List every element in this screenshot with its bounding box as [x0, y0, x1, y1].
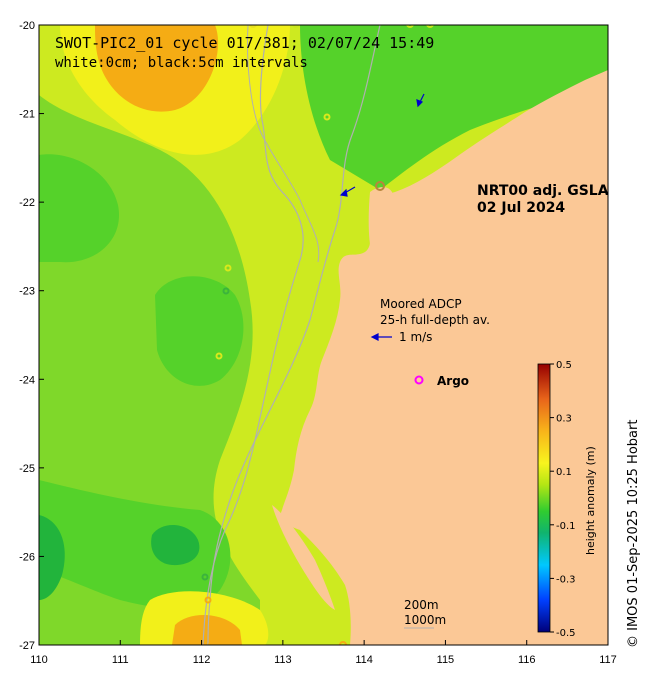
lat-tick-label: -25 — [19, 463, 35, 475]
lat-tick-label: -26 — [19, 551, 35, 563]
product-name: NRT00 adj. GSLA — [477, 183, 609, 199]
isobath-extra — [247, 25, 320, 263]
contour-label-1000m: 1000m — [404, 613, 446, 627]
argo-float — [222, 287, 230, 295]
map-frame — [38, 24, 609, 646]
anomaly-darkgreen-region-2 — [151, 524, 200, 566]
adcp-vectors — [339, 93, 425, 197]
map-plot-area — [39, 25, 608, 645]
lon-tick-label: 115 — [437, 654, 455, 666]
lat-tick-label: -23 — [19, 286, 35, 298]
argo-legend-marker — [414, 375, 424, 385]
adcp-legend-line-1: Moored ADCP — [380, 297, 462, 311]
contour-label-200m: 200m — [404, 598, 439, 612]
argo-legend-label: Argo — [437, 374, 469, 388]
anomaly-green-band-north — [300, 25, 608, 190]
copyright-notice: © IMOS 01-Sep-2025 10:25 Hobart — [626, 420, 641, 648]
colorbar-tick-label: 0.1 — [556, 467, 572, 478]
lat-tick-label: -22 — [19, 197, 35, 209]
argo-float — [249, 25, 257, 28]
colorbar-tick-label: -0.1 — [556, 521, 576, 532]
colorbar-tick-label: -0.5 — [556, 628, 576, 639]
colorbar-tick-label: 0.5 — [556, 360, 572, 371]
lat-tick-label: -24 — [19, 374, 35, 386]
product-date: 02 Jul 2024 — [477, 200, 565, 216]
land-shark-bay-peninsula — [272, 505, 335, 610]
lon-tick-label: 113 — [274, 654, 292, 666]
lat-tick-label: -20 — [19, 20, 35, 32]
colorbar-ticks: 0.5 0.3 0.1 -0.1 -0.3 -0.5 — [550, 360, 576, 639]
argo-float — [190, 641, 198, 645]
isobath-1000m — [207, 25, 381, 645]
lon-tick-label: 116 — [518, 654, 536, 666]
lat-tick-label: -21 — [19, 109, 35, 121]
lon-tick-label: 114 — [355, 654, 373, 666]
anomaly-orange-region — [95, 25, 219, 112]
colorbar-label: height anomaly (m) — [584, 446, 597, 555]
lon-tick-label: 112 — [193, 654, 211, 666]
title-line-1: SWOT-PIC2_01 cycle 017/381; 02/07/24 15:… — [55, 34, 434, 52]
argo-float — [323, 113, 331, 121]
lon-tick-label: 111 — [112, 654, 129, 666]
title-line-2: white:0cm; black:5cm intervals — [55, 55, 308, 71]
adcp-scale-label: 1 m/s — [399, 330, 432, 344]
latitude-axis: -20 -21 -22 -23 -24 -25 -26 -27 — [19, 20, 44, 652]
argo-float — [224, 264, 232, 272]
adcp-legend-line-2: 25-h full-depth av. — [380, 313, 490, 327]
argo-float — [339, 641, 347, 645]
anomaly-green-region-2 — [39, 154, 120, 263]
adcp-scale-arrow — [370, 333, 392, 341]
anomaly-darkgreen-region — [39, 515, 65, 600]
argo-float — [375, 181, 385, 191]
argo-float — [204, 596, 212, 604]
land-north-west-cape — [368, 187, 394, 255]
argo-markers — [190, 25, 434, 645]
colorbar — [537, 363, 551, 633]
argo-float — [208, 641, 216, 645]
isobath-200m — [202, 25, 304, 645]
argo-float — [215, 352, 223, 360]
longitude-axis: 110 111 112 113 114 115 116 117 — [30, 640, 617, 666]
argo-float — [292, 25, 300, 28]
colorbar-tick-label: -0.3 — [556, 574, 576, 585]
colorbar-tick-label: 0.3 — [556, 414, 572, 425]
argo-float — [201, 573, 209, 581]
lat-tick-label: -27 — [19, 640, 35, 652]
argo-float — [426, 25, 434, 28]
land-western-australia — [280, 70, 608, 645]
argo-float — [406, 25, 414, 28]
lon-tick-label: 117 — [599, 654, 617, 666]
anomaly-orange-south — [172, 614, 242, 645]
anomaly-green-region-4 — [39, 480, 231, 609]
lon-tick-label: 110 — [30, 654, 48, 666]
